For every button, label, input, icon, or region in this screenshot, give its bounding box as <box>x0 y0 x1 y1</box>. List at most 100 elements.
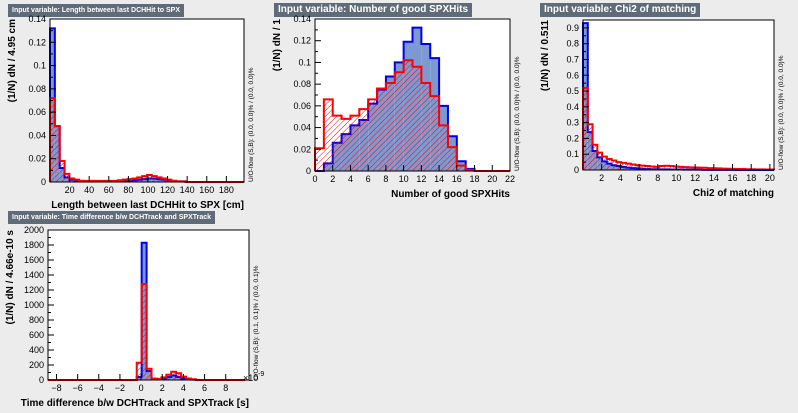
background-bar <box>142 176 147 182</box>
x-tick-label: 8 <box>383 174 388 184</box>
x-axis-label: Time difference b/w DCHTrack and SPXTrac… <box>21 398 249 409</box>
background-bar <box>688 167 693 170</box>
y-axis-label: (1/N) dN / 0.511 <box>540 20 551 92</box>
x-tick-label: 20 <box>765 173 775 183</box>
x-tick-label: 40 <box>84 185 94 195</box>
x-axis-label: Chi2 of matching <box>693 188 774 199</box>
y-tick-label: 0 <box>574 165 579 175</box>
background-series <box>49 97 244 183</box>
x-tick-label: 160 <box>199 185 214 195</box>
background-bar <box>50 98 55 182</box>
x-tick-label: 14 <box>709 173 719 183</box>
chart-svg: 0 200 400 600 800 1000 1200 1400 1600 1800 2000 −8 −… <box>5 225 264 409</box>
background-bar <box>377 88 386 171</box>
y-tick-label: 0.1 <box>33 61 46 71</box>
y-tick-label: 0.1 <box>298 57 311 67</box>
chart-panel-timediff: Input variable: Time difference b/w DCHT… <box>0 208 268 413</box>
y-tick-label: 0.06 <box>28 107 46 117</box>
background-bar <box>151 176 157 182</box>
x-tick-label: 4 <box>181 383 186 393</box>
background-bar <box>645 166 650 170</box>
y-tick-label: 0.6 <box>566 70 579 80</box>
y-axis-label: (1/N) dN / 4.66e-10 s <box>5 230 16 325</box>
background-bar <box>368 99 378 171</box>
background-bar <box>69 178 75 182</box>
background-bar <box>597 152 603 170</box>
y-tick-label: 0.06 <box>293 101 311 111</box>
chart-panel-length: Input variable: Length between last DCHH… <box>0 0 260 211</box>
overflow-label: U/O-flow (S,B): (0.1, 0.1)% / (0.0, 0.1)… <box>253 265 260 380</box>
y-tick-label: 0.12 <box>293 36 311 46</box>
y-tick-label: 0 <box>41 177 46 187</box>
x-tick-label: 60 <box>104 185 114 195</box>
chart-title: Input variable: Time difference b/w DCHT… <box>8 211 216 224</box>
background-bar <box>394 72 404 171</box>
background-bar <box>602 156 607 170</box>
chart-svg: 0 0.1 0.2 0.3 0.4 0.5 0.6 0.7 0.8 0.9 2 4 6 8 10 12 14 16… <box>540 19 785 199</box>
x-tick-label: 6 <box>202 383 207 393</box>
x-tick-label: 120 <box>160 185 175 195</box>
chart-panel-chi2: Input variable: Chi2 of matching 0 0.1 0.2… <box>532 0 794 205</box>
x-tick-label: 20 <box>487 174 497 184</box>
x-tick-label: 180 <box>219 185 234 195</box>
background-bar <box>323 99 333 171</box>
background-bar <box>161 377 167 380</box>
y-tick-label: 0.12 <box>28 37 46 47</box>
background-bar <box>166 374 172 380</box>
background-bar <box>74 179 80 182</box>
background-outline <box>582 86 775 171</box>
chart-title: Input variable: Number of good SPXHits <box>274 3 473 17</box>
background-bar <box>136 362 142 380</box>
background-outline <box>314 59 510 172</box>
background-bar <box>439 125 448 171</box>
x-tick-label: 22 <box>505 174 515 184</box>
background-bar <box>137 177 143 182</box>
x-scale-factor: ×10 <box>243 373 258 383</box>
background-bar <box>166 179 172 182</box>
background-bar <box>621 162 626 170</box>
x-tick-label: 2 <box>599 173 604 183</box>
background-bar <box>359 109 369 171</box>
background-bar <box>341 118 351 171</box>
background-bar <box>630 164 636 170</box>
background-bar <box>176 373 182 380</box>
x-tick-label: 100 <box>140 185 155 195</box>
y-tick-label: 0.08 <box>293 79 311 89</box>
y-tick-label: 1600 <box>24 255 44 265</box>
plot-area <box>50 19 244 182</box>
x-tick-label: 18 <box>470 174 480 184</box>
y-tick-label: 0 <box>306 166 311 176</box>
y-tick-label: 0.4 <box>566 102 579 112</box>
y-tick-label: 200 <box>29 360 44 370</box>
y-tick-label: 0.8 <box>566 39 579 49</box>
background-bar <box>59 161 65 182</box>
overflow-label: U/O-flow (S,B): (0.0, 0.0)% / (0.0, 0.0)… <box>248 67 255 182</box>
x-axis-label: Number of good SPXHits <box>391 189 510 200</box>
background-bar <box>146 368 152 380</box>
background-bar <box>147 175 152 182</box>
y-tick-label: 0 <box>39 375 44 385</box>
x-scale-exponent: -9 <box>258 371 264 378</box>
background-bar <box>654 166 660 170</box>
y-tick-label: 0.08 <box>28 84 46 94</box>
background-series <box>314 59 510 172</box>
y-tick-label: 0.5 <box>566 86 579 96</box>
x-tick-label: 6 <box>637 173 642 183</box>
background-bar <box>161 178 167 182</box>
x-tick-label: 12 <box>690 173 700 183</box>
y-tick-label: 1200 <box>24 285 44 295</box>
background-bar <box>156 177 162 182</box>
x-tick-label: 10 <box>399 174 409 184</box>
y-tick-label: 1800 <box>24 240 44 250</box>
background-bar <box>122 179 128 182</box>
y-tick-label: 0.9 <box>566 23 579 33</box>
x-tick-label: 4 <box>348 174 353 184</box>
background-bar <box>421 83 431 171</box>
background-bar <box>649 166 655 170</box>
y-axis-label: (1/N) dN / 4.95 cm <box>7 19 18 102</box>
background-bar <box>592 144 598 170</box>
x-tick-label: 12 <box>416 174 426 184</box>
background-bar <box>127 179 133 182</box>
chart-svg: 0 0.02 0.04 0.06 0.08 0.1 0.12 0.14 20 40 60 80 100 1… <box>7 14 255 211</box>
background-bar <box>171 371 177 380</box>
